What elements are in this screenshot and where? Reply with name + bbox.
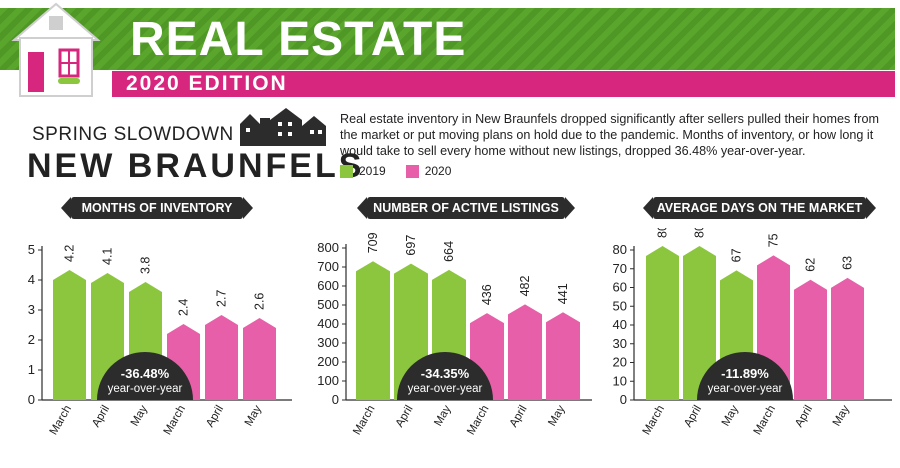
bar-value-label: 436 — [480, 284, 494, 305]
bar-value-label: 3.8 — [139, 257, 153, 274]
x-category-label: March — [752, 404, 778, 438]
y-tick-label: 2 — [28, 332, 35, 347]
y-tick-label: 0 — [620, 392, 627, 407]
bar — [53, 270, 86, 400]
legend-swatch-2020 — [405, 164, 419, 178]
days-on-market-chart: 0 10 20 30 40 50 60 70 80 80 March 80 April 67 May 75 Ma… — [613, 228, 892, 438]
y-tick-label: 40 — [613, 317, 627, 332]
x-category-label: March — [48, 404, 74, 438]
bar-value-label: 2.6 — [253, 293, 267, 310]
y-tick-label: 100 — [317, 373, 339, 388]
y-tick-label: 400 — [317, 316, 339, 331]
bar-value-label: 67 — [730, 248, 744, 262]
bar-value-label: 4.2 — [63, 245, 77, 262]
headline-line1: SPRING SLOWDOWN IN — [32, 124, 260, 145]
change-value: -36.48% — [121, 366, 170, 381]
banner-edition: 2020 EDITION — [126, 72, 288, 95]
legend-label-2020: 2020 — [424, 164, 452, 178]
change-badge — [397, 352, 493, 400]
legend-swatch-2019 — [340, 164, 353, 178]
y-tick-label: 50 — [613, 298, 627, 313]
x-category-label: April — [793, 404, 815, 430]
bar — [683, 246, 716, 400]
bar — [205, 315, 238, 400]
x-category-label: March — [465, 404, 491, 438]
bar-value-label: 697 — [404, 235, 418, 256]
active-listings-chart: 0 100 200 300 400 500 600 700 800 709 March 697 Apri… — [317, 232, 592, 438]
y-tick-label: 20 — [613, 355, 627, 370]
bar-value-label: 75 — [767, 233, 781, 247]
bar-value-label: 664 — [442, 241, 456, 262]
x-category-label: March — [641, 404, 667, 438]
change-label: year-over-year — [708, 383, 783, 395]
y-tick-label: 4 — [28, 272, 35, 287]
y-tick-label: 70 — [613, 261, 627, 276]
change-label: year-over-year — [408, 383, 483, 395]
bar-value-label: 63 — [841, 256, 855, 270]
bar-value-label: 441 — [556, 283, 570, 304]
banner-green-band — [0, 8, 895, 70]
y-tick-label: 700 — [317, 259, 339, 274]
x-category-label: April — [204, 404, 226, 430]
change-badge — [97, 352, 193, 400]
y-tick-label: 500 — [317, 297, 339, 312]
y-tick-label: 800 — [317, 240, 339, 255]
x-category-label: March — [162, 404, 188, 438]
x-category-label: April — [682, 404, 704, 430]
bar — [356, 261, 390, 400]
x-category-label: May — [432, 403, 453, 428]
legend: 2019 2020 — [340, 164, 451, 178]
banner-pink-band — [112, 71, 895, 97]
chart-title-days-on-market: AVERAGE DAYS ON THE MARKET — [643, 197, 876, 219]
description-text: Real estate inventory in New Braunfels d… — [340, 112, 879, 158]
y-tick-label: 60 — [613, 280, 627, 295]
house-icon — [11, 2, 101, 97]
bar-value-label: 80 — [656, 228, 670, 238]
bar-value-label: 4.1 — [101, 248, 115, 265]
bar — [794, 279, 827, 400]
headline-city: NEW BRAUNFELS — [27, 147, 365, 185]
y-tick-label: 0 — [332, 392, 339, 407]
y-tick-label: 10 — [613, 373, 627, 388]
bar — [831, 277, 864, 400]
x-category-label: May — [243, 403, 264, 428]
x-category-label: May — [129, 403, 150, 428]
legend-label-2019: 2019 — [359, 164, 386, 178]
x-category-label: May — [831, 403, 852, 428]
y-tick-label: 5 — [28, 242, 35, 257]
bar-value-label: 2.7 — [215, 290, 229, 307]
y-tick-label: 0 — [28, 392, 35, 407]
banner-title: REAL ESTATE — [130, 13, 467, 66]
y-tick-label: 1 — [28, 362, 35, 377]
x-category-label: May — [720, 403, 741, 428]
x-category-label: April — [90, 404, 112, 430]
bar-value-label: 709 — [366, 232, 380, 253]
y-tick-label: 300 — [317, 335, 339, 350]
change-label: year-over-year — [108, 383, 183, 395]
x-category-label: March — [351, 404, 377, 438]
y-tick-label: 200 — [317, 354, 339, 369]
y-tick-label: 3 — [28, 302, 35, 317]
x-category-label: May — [546, 403, 567, 428]
y-tick-label: 30 — [613, 336, 627, 351]
bar — [243, 318, 276, 400]
chart-title-active-listings: NUMBER OF ACTIVE LISTINGS — [357, 197, 575, 219]
y-tick-label: 80 — [613, 242, 627, 257]
bar — [508, 304, 542, 400]
chart-title-months-inventory: MONTHS OF INVENTORY — [61, 197, 253, 219]
bar — [646, 246, 679, 400]
change-value: -11.89% — [721, 366, 769, 381]
houses-skyline-icon — [240, 108, 326, 146]
x-category-label: April — [508, 404, 530, 430]
months-of-inventory-chart: 0 1 2 3 4 5 4.2 March 4.1 April 3.8 May 2.4 March 2.7 A… — [28, 242, 292, 438]
y-tick-label: 600 — [317, 278, 339, 293]
bar-value-label: 80 — [693, 228, 707, 238]
bar — [546, 312, 580, 400]
bar-value-label: 2.4 — [177, 299, 191, 316]
change-value: -34.35% — [421, 366, 470, 381]
bar-value-label: 482 — [518, 276, 532, 297]
x-category-label: April — [394, 404, 416, 430]
bar-value-label: 62 — [804, 258, 818, 272]
change-badge — [697, 352, 793, 400]
